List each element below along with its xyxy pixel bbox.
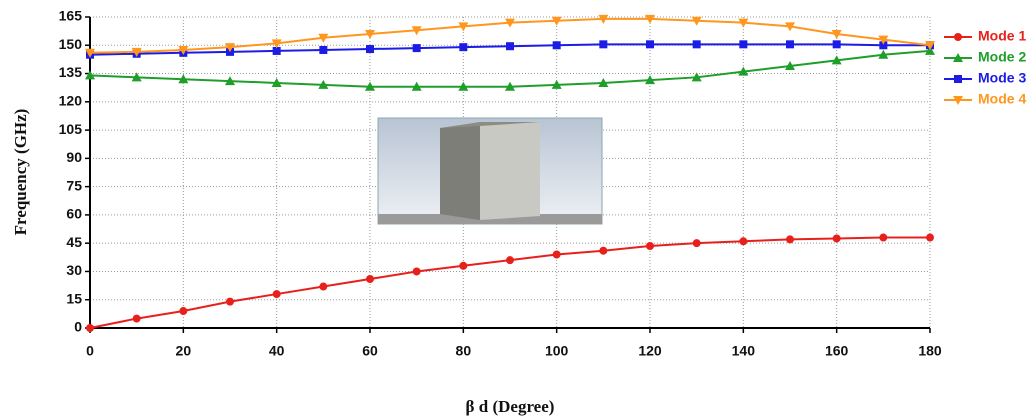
x-axis-title: β d (Degree) [466,397,555,416]
y-axis-title: Frequency (GHz) [11,109,30,236]
series-line [90,51,930,87]
marker [133,315,141,323]
marker [693,239,701,247]
marker [599,247,607,255]
x-tick-label: 120 [638,343,662,359]
legend-marker [954,33,962,41]
marker [459,262,467,270]
marker [413,44,421,52]
y-tick-label: 45 [66,234,82,250]
marker [366,275,374,283]
marker [273,290,281,298]
marker [739,40,747,48]
x-tick-label: 80 [456,343,472,359]
y-tick-label: 120 [59,93,83,109]
legend-marker [954,75,962,83]
y-tick-label: 150 [59,36,83,52]
x-tick-label: 40 [269,343,285,359]
y-tick-label: 60 [66,206,82,222]
marker [506,256,514,264]
marker [553,41,561,49]
marker [786,40,794,48]
marker [833,234,841,242]
y-tick-label: 75 [66,177,82,193]
marker [506,42,514,50]
y-tick-label: 165 [59,8,83,24]
x-tick-label: 180 [918,343,942,359]
legend-label: Mode 3 [978,70,1026,86]
inset-image [378,118,602,224]
legend-label: Mode 4 [978,91,1026,107]
marker [879,234,887,242]
marker [226,298,234,306]
y-tick-label: 105 [59,121,83,137]
x-tick-label: 20 [176,343,192,359]
marker [319,46,327,54]
x-tick-label: 140 [732,343,756,359]
marker [833,40,841,48]
y-tick-label: 135 [59,64,83,80]
marker [599,40,607,48]
marker [553,250,561,258]
y-tick-label: 30 [66,262,82,278]
marker [459,43,467,51]
x-tick-label: 0 [86,343,94,359]
marker [693,40,701,48]
marker [926,234,934,242]
marker [413,267,421,275]
x-tick-label: 100 [545,343,569,359]
chart: β d (Degree) Frequency (GHz) 0 15 30 45 60 75… [0,0,1034,420]
marker [366,45,374,53]
marker [739,237,747,245]
series-line [90,238,930,328]
marker [786,235,794,243]
legend-label: Mode 1 [978,28,1026,44]
x-tick-label: 60 [362,343,378,359]
marker [646,242,654,250]
marker [179,307,187,315]
marker [319,283,327,291]
marker [86,324,94,332]
marker [646,40,654,48]
x-tick-label: 160 [825,343,849,359]
legend-label: Mode 2 [978,49,1026,65]
y-tick-label: 90 [66,149,82,165]
y-tick-label: 0 [74,319,82,335]
y-tick-label: 15 [66,290,82,306]
